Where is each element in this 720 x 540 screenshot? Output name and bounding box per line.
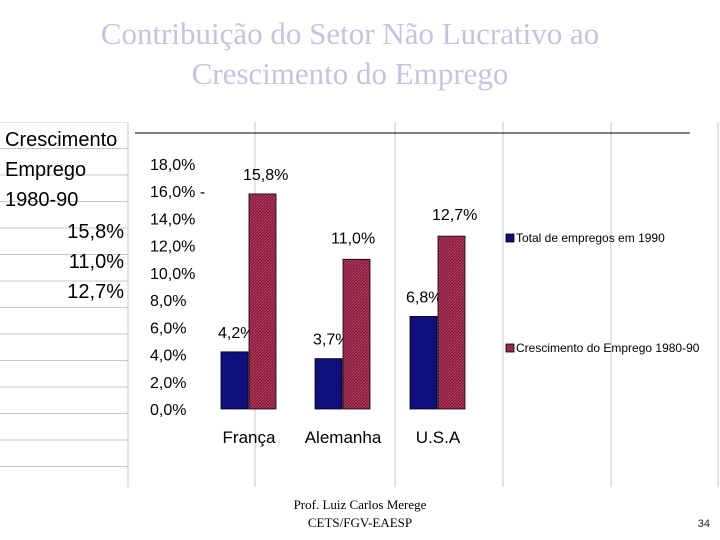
bar-data-label: 6,8% xyxy=(406,289,442,306)
bar-total-empregos-0 xyxy=(220,351,249,410)
spreadsheet-grid xyxy=(0,122,719,487)
x-category-label: França xyxy=(223,428,276,447)
bar-total-empregos-2 xyxy=(409,316,438,410)
bar-crescimento-1 xyxy=(342,258,371,410)
bar-chart: 18,0% 16,0% - 14,0% 12,0% 10,0% 8,0% 6,0% 4,0% 2… xyxy=(150,157,700,447)
sheet-cell-text: Emprego xyxy=(5,159,86,181)
y-tick-label: 8,0% xyxy=(150,293,186,310)
sheet-cell-text: 15,8% xyxy=(67,221,124,243)
bar-total-empregos-1 xyxy=(314,358,343,410)
y-tick-label: 14,0% xyxy=(150,211,195,228)
bar-crescimento-0 xyxy=(248,193,277,410)
legend-label: Crescimento do Emprego 1980-90 xyxy=(516,341,700,355)
legend-swatch xyxy=(505,233,515,243)
legend-swatch xyxy=(505,343,515,353)
title-line-2: Crescimento do Emprego xyxy=(191,56,509,91)
y-tick-label: 2,0% xyxy=(150,375,186,392)
y-tick-label: 4,0% xyxy=(150,348,186,365)
y-tick-label: 6,0% xyxy=(150,320,186,337)
y-tick-label: 10,0% xyxy=(150,266,195,283)
bar-data-label: 15,8% xyxy=(243,167,288,184)
bar-data-label: 11,0% xyxy=(331,230,375,247)
sheet-cell-text: Crescimento xyxy=(5,129,117,151)
embedded-spreadsheet-chart: Crescimento Emprego 1980-90 15,8% 11,0% 12,7%… xyxy=(0,122,719,487)
spreadsheet-cells: Crescimento Emprego 1980-90 15,8% 11,0% 12,7% xyxy=(5,129,124,303)
sheet-cell-text: 11,0% xyxy=(69,251,124,273)
bar-crescimento-2 xyxy=(437,235,466,410)
footer: Prof. Luiz Carlos Merege CETS/FGV-EAESP xyxy=(240,496,480,532)
footer-institution: CETS/FGV-EAESP xyxy=(307,515,413,530)
y-tick-label: 0,0% xyxy=(150,402,186,419)
bar-data-label: 12,7% xyxy=(432,207,477,224)
bar-data-label: 3,7% xyxy=(313,332,349,349)
title-line-1: Contribuição do Setor Não Lucrativo ao xyxy=(100,16,600,51)
y-tick-label: 12,0% xyxy=(150,239,195,256)
slide-title: Contribuição do Setor Não Lucrativo ao C… xyxy=(0,14,700,94)
y-tick-label: 18,0% xyxy=(150,157,195,174)
sheet-cell-text: 1980-90 xyxy=(5,189,78,211)
x-category-label: U.S.A xyxy=(416,428,461,447)
y-tick-label: 16,0% - xyxy=(150,184,205,201)
bar-data-label: 4,2% xyxy=(218,325,254,342)
footer-author: Prof. Luiz Carlos Merege xyxy=(293,497,427,512)
x-category-label: Alemanha xyxy=(305,428,382,447)
page-number: 34 xyxy=(697,518,710,530)
legend-label: Total de empregos em 1990 xyxy=(516,231,665,245)
sheet-cell-text: 12,7% xyxy=(67,281,124,303)
